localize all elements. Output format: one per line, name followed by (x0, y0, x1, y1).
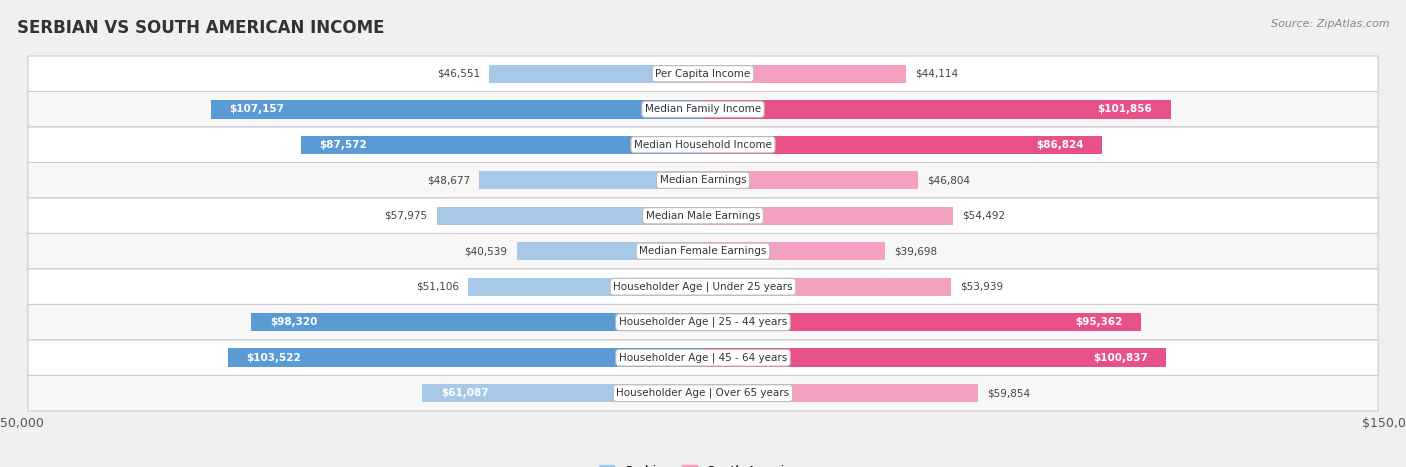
Text: $46,804: $46,804 (927, 175, 970, 185)
Text: $44,114: $44,114 (915, 69, 957, 79)
Text: $40,539: $40,539 (464, 246, 508, 256)
FancyBboxPatch shape (28, 163, 1378, 198)
FancyBboxPatch shape (28, 234, 1378, 269)
Text: Source: ZipAtlas.com: Source: ZipAtlas.com (1271, 19, 1389, 28)
Text: $95,362: $95,362 (1076, 317, 1122, 327)
Bar (489, 64, 703, 83)
Text: Householder Age | 45 - 64 years: Householder Age | 45 - 64 years (619, 353, 787, 363)
Bar (703, 171, 918, 190)
Bar (517, 242, 703, 261)
Text: $57,975: $57,975 (384, 211, 427, 221)
FancyBboxPatch shape (28, 304, 1378, 340)
Text: Median Earnings: Median Earnings (659, 175, 747, 185)
Bar (703, 277, 950, 296)
FancyBboxPatch shape (28, 375, 1378, 411)
FancyBboxPatch shape (28, 56, 1378, 92)
Text: $53,939: $53,939 (960, 282, 1002, 292)
Legend: Serbian, South American: Serbian, South American (595, 460, 811, 467)
Text: Per Capita Income: Per Capita Income (655, 69, 751, 79)
FancyBboxPatch shape (28, 127, 1378, 163)
Text: $61,087: $61,087 (441, 388, 488, 398)
Bar (703, 313, 1142, 332)
Text: Median Male Earnings: Median Male Earnings (645, 211, 761, 221)
Bar (301, 135, 703, 154)
Bar (228, 348, 703, 367)
Text: $54,492: $54,492 (963, 211, 1005, 221)
FancyBboxPatch shape (28, 92, 1378, 127)
FancyBboxPatch shape (28, 198, 1378, 234)
Bar (703, 64, 905, 83)
Bar (422, 384, 703, 403)
Text: SERBIAN VS SOUTH AMERICAN INCOME: SERBIAN VS SOUTH AMERICAN INCOME (17, 19, 384, 37)
Text: $98,320: $98,320 (270, 317, 318, 327)
Bar (703, 348, 1166, 367)
Text: $59,854: $59,854 (987, 388, 1031, 398)
Text: $39,698: $39,698 (894, 246, 938, 256)
FancyBboxPatch shape (28, 269, 1378, 304)
Text: $86,824: $86,824 (1036, 140, 1084, 150)
Bar (437, 206, 703, 225)
Bar (703, 100, 1171, 119)
Text: $101,856: $101,856 (1098, 104, 1153, 114)
Text: Householder Age | 25 - 44 years: Householder Age | 25 - 44 years (619, 317, 787, 327)
Text: Median Female Earnings: Median Female Earnings (640, 246, 766, 256)
Text: $100,837: $100,837 (1092, 353, 1147, 363)
FancyBboxPatch shape (28, 340, 1378, 375)
Text: $51,106: $51,106 (416, 282, 460, 292)
Bar (703, 135, 1102, 154)
Text: $87,572: $87,572 (319, 140, 367, 150)
Bar (468, 277, 703, 296)
Text: Median Household Income: Median Household Income (634, 140, 772, 150)
Text: $107,157: $107,157 (229, 104, 284, 114)
Bar (252, 313, 703, 332)
Bar (703, 242, 886, 261)
Text: Householder Age | Under 25 years: Householder Age | Under 25 years (613, 282, 793, 292)
Bar (703, 206, 953, 225)
Bar (703, 384, 979, 403)
Text: Median Family Income: Median Family Income (645, 104, 761, 114)
Text: $103,522: $103,522 (246, 353, 301, 363)
Text: Householder Age | Over 65 years: Householder Age | Over 65 years (616, 388, 790, 398)
Bar (211, 100, 703, 119)
Text: $48,677: $48,677 (427, 175, 470, 185)
Bar (479, 171, 703, 190)
Text: $46,551: $46,551 (437, 69, 479, 79)
